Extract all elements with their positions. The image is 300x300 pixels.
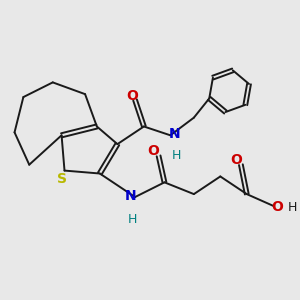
Text: H: H: [288, 201, 297, 214]
Text: O: O: [126, 88, 138, 103]
Text: O: O: [230, 153, 242, 167]
Text: H: H: [128, 213, 137, 226]
Text: N: N: [125, 189, 136, 202]
Text: O: O: [147, 145, 159, 158]
Text: N: N: [169, 127, 181, 141]
Text: H: H: [172, 149, 181, 162]
Text: S: S: [57, 172, 67, 186]
Text: O: O: [271, 200, 283, 214]
